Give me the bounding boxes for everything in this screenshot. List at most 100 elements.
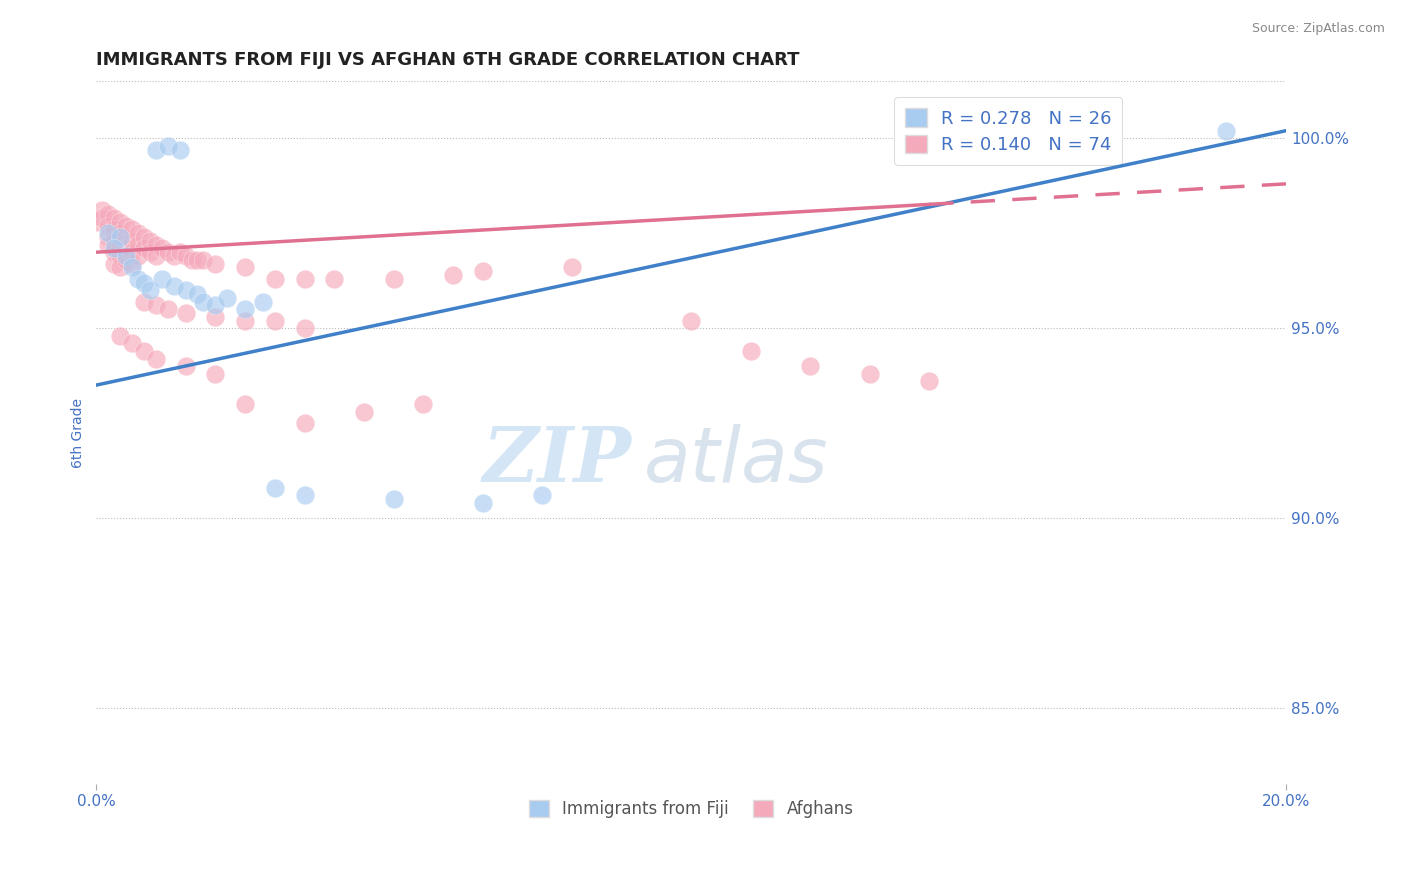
Point [323,272,346,286]
Point [103,257,125,271]
Point [103,234,125,248]
Point [799,359,821,373]
Point [127,272,149,286]
Point [217,291,239,305]
Point [561,260,583,275]
Point [108,215,131,229]
Y-axis label: 6th Grade: 6th Grade [72,398,86,467]
Point [156,139,179,153]
Point [174,283,197,297]
Point [472,496,495,510]
Point [108,249,131,263]
Point [204,298,226,312]
Point [472,264,495,278]
Point [263,313,285,327]
Point [121,234,143,248]
Point [174,306,197,320]
Point [127,226,149,240]
Point [91,203,114,218]
Text: Source: ZipAtlas.com: Source: ZipAtlas.com [1251,22,1385,36]
Point [139,245,162,260]
Point [174,249,197,263]
Point [97,226,120,240]
Point [294,321,316,335]
Point [132,276,155,290]
Point [294,416,316,430]
Point [156,245,179,260]
Point [139,234,162,248]
Point [145,298,167,312]
Point [97,237,120,252]
Point [252,294,274,309]
Point [204,310,226,324]
Point [233,313,256,327]
Point [294,272,316,286]
Point [353,405,375,419]
Point [163,279,186,293]
Point [97,207,120,221]
Point [169,245,191,260]
Point [441,268,464,282]
Point [108,230,131,244]
Point [132,294,155,309]
Point [127,249,149,263]
Point [918,374,941,388]
Point [263,481,285,495]
Point [294,488,316,502]
Point [127,237,149,252]
Point [740,343,762,358]
Point [156,302,179,317]
Point [150,241,173,255]
Point [115,219,138,233]
Point [139,283,162,297]
Point [115,252,138,267]
Legend: Immigrants from Fiji, Afghans: Immigrants from Fiji, Afghans [522,793,860,824]
Point [382,491,405,506]
Point [145,237,167,252]
Point [263,272,285,286]
Point [108,328,131,343]
Point [91,211,114,225]
Point [681,313,703,327]
Point [150,272,173,286]
Point [108,226,131,240]
Point [180,252,202,267]
Point [186,287,208,301]
Point [204,257,226,271]
Point [97,230,120,244]
Point [412,397,434,411]
Point [132,241,155,255]
Point [108,260,131,275]
Point [97,219,120,233]
Point [233,302,256,317]
Point [1215,124,1237,138]
Point [121,260,143,275]
Point [858,367,880,381]
Point [86,215,108,229]
Point [132,343,155,358]
Point [115,241,138,255]
Point [115,249,138,263]
Point [121,245,143,260]
Point [145,249,167,263]
Point [382,272,405,286]
Point [186,252,208,267]
Text: atlas: atlas [644,424,828,498]
Text: ZIP: ZIP [482,424,631,498]
Point [121,222,143,236]
Point [103,211,125,225]
Point [193,252,215,267]
Point [103,222,125,236]
Point [132,230,155,244]
Point [121,257,143,271]
Point [108,237,131,252]
Point [103,245,125,260]
Point [169,143,191,157]
Point [204,367,226,381]
Point [115,230,138,244]
Point [145,143,167,157]
Point [121,336,143,351]
Point [145,351,167,366]
Point [193,294,215,309]
Point [103,241,125,255]
